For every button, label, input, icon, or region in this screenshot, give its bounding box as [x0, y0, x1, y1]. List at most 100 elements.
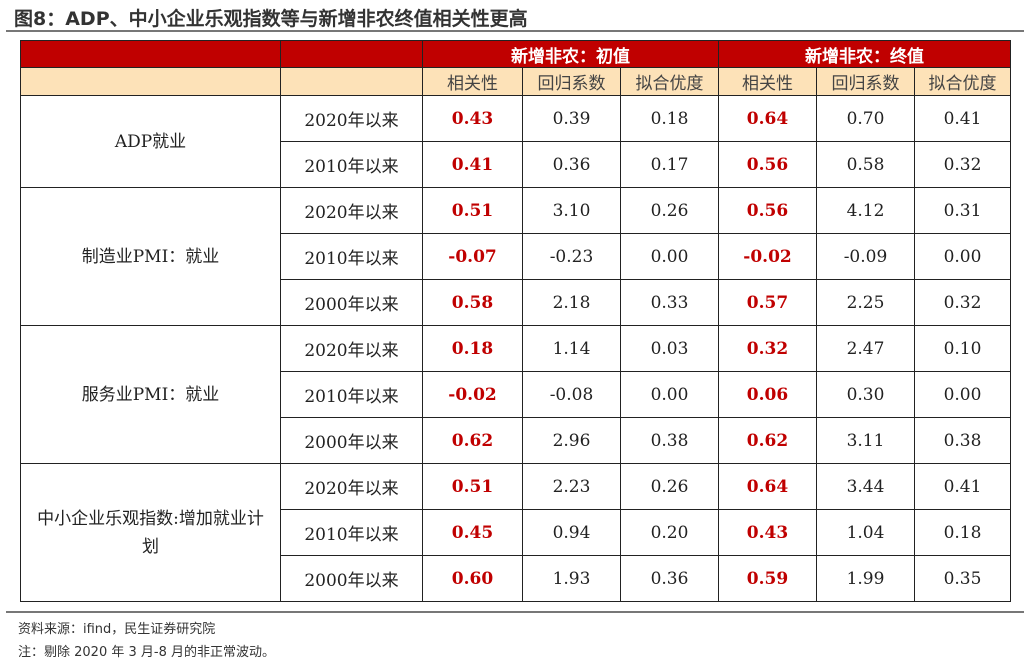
indicator-name: 中小企业乐观指数:增加就业计划 [20, 463, 281, 602]
source-note: 资料来源：ifind，民生证券研究院 [18, 622, 216, 637]
subheader: 拟合优度 [914, 67, 1011, 96]
value-cell: -0.23 [522, 233, 621, 280]
value-cell: 2.96 [522, 417, 621, 464]
period-cell: 2010年以来 [280, 509, 423, 556]
value-cell: 0.43 [718, 509, 817, 556]
value-cell: 3.11 [816, 417, 915, 464]
table-row: 中小企业乐观指数:增加就业计划 2020年以来 0.51 2.23 0.26 0.64 3.… [20, 463, 1011, 602]
value-cell: 0.32 [914, 141, 1011, 188]
period-cell: 2010年以来 [280, 141, 423, 188]
value-cell: 0.10 [914, 325, 1011, 372]
value-cell: 0.39 [522, 95, 621, 142]
value-cell: 0.41 [914, 95, 1011, 142]
value-cell: 0.41 [914, 463, 1011, 510]
table-row: ADP就业 2020年以来 0.43 0.39 0.18 0.64 0.70 0.41 [20, 95, 1011, 188]
value-cell: 0.30 [816, 371, 915, 418]
period-cell: 2020年以来 [280, 463, 423, 510]
table-row: 2000年以来 0.62 2.96 0.38 0.62 3.11 0.38 [21, 417, 1011, 464]
value-cell: 0.43 [422, 95, 523, 142]
value-cell: 0.56 [718, 187, 817, 234]
value-cell: 0.32 [718, 325, 817, 372]
value-cell: -0.07 [422, 233, 523, 280]
period-cell: 2000年以来 [280, 279, 423, 326]
title-divider [6, 30, 1024, 32]
indicator-name: 制造业PMI：就业 [20, 187, 281, 326]
value-cell: 0.33 [620, 279, 719, 326]
subheader: 回归系数 [522, 67, 621, 96]
header-initial: 新增非农：初值 [422, 40, 719, 68]
table-row: 2010年以来 0.45 0.94 0.20 0.43 1.04 0.18 [21, 509, 1011, 556]
value-cell: 2.25 [816, 279, 915, 326]
header-row-2: 相关性 回归系数 拟合优度 相关性 回归系数 拟合优度 [20, 67, 1011, 96]
period-cell: 2020年以来 [280, 187, 423, 234]
table-row: 服务业PMI：就业 2020年以来 0.18 1.14 0.03 0.32 2.47 0.10 [20, 325, 1011, 464]
value-cell: 0.17 [620, 141, 719, 188]
value-cell: 0.58 [816, 141, 915, 188]
value-cell: 0.00 [914, 233, 1011, 280]
value-cell: 0.51 [422, 463, 523, 510]
period-cell: 2020年以来 [280, 95, 423, 142]
value-cell: 0.35 [914, 555, 1011, 602]
value-cell: 0.00 [620, 371, 719, 418]
period-cell: 2020年以来 [280, 325, 423, 372]
value-cell: 0.18 [422, 325, 523, 372]
header-final: 新增非农：终值 [718, 40, 1011, 68]
value-cell: 0.36 [620, 555, 719, 602]
value-cell: 0.62 [422, 417, 523, 464]
value-cell: 0.57 [718, 279, 817, 326]
period-cell: 2010年以来 [280, 371, 423, 418]
value-cell: -0.02 [422, 371, 523, 418]
table-row: 2000年以来 0.58 2.18 0.33 0.57 2.25 0.32 [21, 279, 1011, 326]
value-cell: 0.26 [620, 463, 719, 510]
value-cell: 0.94 [522, 509, 621, 556]
period-cell: 2000年以来 [280, 417, 423, 464]
correlation-table: 新增非农：初值 新增非农：终值 相关性 回归系数 拟合优度 相关性 回归系数 拟… [20, 40, 1011, 602]
value-cell: 0.45 [422, 509, 523, 556]
value-cell: 0.26 [620, 187, 719, 234]
value-cell: 1.14 [522, 325, 621, 372]
value-cell: 0.41 [422, 141, 523, 188]
subheader: 相关性 [422, 67, 523, 96]
value-cell: 0.51 [422, 187, 523, 234]
table-row: 2000年以来 0.60 1.93 0.36 0.59 1.99 0.35 [21, 555, 1011, 602]
indicator-name: ADP就业 [20, 95, 281, 188]
value-cell: 0.64 [718, 95, 817, 142]
value-cell: 0.06 [718, 371, 817, 418]
value-cell: 0.03 [620, 325, 719, 372]
figure-title: 图8：ADP、中小企业乐观指数等与新增非农终值相关性更高 [14, 8, 528, 30]
subheader: 拟合优度 [620, 67, 719, 96]
value-cell: 0.00 [914, 371, 1011, 418]
indicator-name: 服务业PMI：就业 [20, 325, 281, 464]
value-cell: 0.62 [718, 417, 817, 464]
table-row: 制造业PMI：就业 2020年以来 0.51 3.10 0.26 0.56 4.12 0.31 [20, 187, 1011, 326]
table-row: 2010年以来 -0.02 -0.08 0.00 0.06 0.30 0.00 [21, 371, 1011, 418]
value-cell: 0.59 [718, 555, 817, 602]
value-cell: 3.10 [522, 187, 621, 234]
subheader: 相关性 [718, 67, 817, 96]
value-cell: 0.60 [422, 555, 523, 602]
value-cell: 2.47 [816, 325, 915, 372]
header-row-1: 新增非农：初值 新增非农：终值 [20, 40, 1011, 68]
value-cell: -0.08 [522, 371, 621, 418]
value-cell: 0.00 [620, 233, 719, 280]
value-cell: 0.38 [914, 417, 1011, 464]
value-cell: 0.58 [422, 279, 523, 326]
value-cell: 0.20 [620, 509, 719, 556]
value-cell: 0.38 [620, 417, 719, 464]
value-cell: 0.70 [816, 95, 915, 142]
period-cell: 2000年以来 [280, 555, 423, 602]
value-cell: 1.04 [816, 509, 915, 556]
value-cell: 0.31 [914, 187, 1011, 234]
value-cell: 3.44 [816, 463, 915, 510]
value-cell: -0.09 [816, 233, 915, 280]
subheader: 回归系数 [816, 67, 915, 96]
value-cell: 0.36 [522, 141, 621, 188]
value-cell: 0.18 [914, 509, 1011, 556]
value-cell: 4.12 [816, 187, 915, 234]
table-row: 2010年以来 -0.07 -0.23 0.00 -0.02 -0.09 0.00 [21, 233, 1011, 280]
value-cell: 2.23 [522, 463, 621, 510]
value-cell: 0.18 [620, 95, 719, 142]
value-cell: 1.93 [522, 555, 621, 602]
footnote: 注：剔除 2020 年 3 月-8 月的非正常波动。 [18, 645, 275, 660]
value-cell: 2.18 [522, 279, 621, 326]
